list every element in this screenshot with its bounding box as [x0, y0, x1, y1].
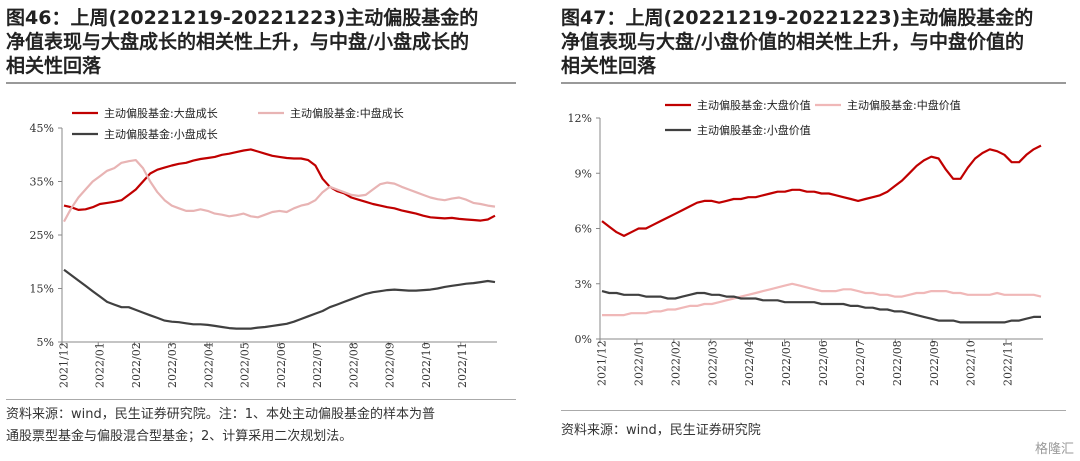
- source-note-right: 资料来源：wind，民生证券研究院: [561, 423, 761, 438]
- y-tick-label: 0%: [575, 333, 592, 346]
- legend-label: 主动偏股基金:大盘成长: [104, 106, 218, 120]
- x-tick-label: 2022/05: [239, 342, 252, 388]
- series-line: [63, 148, 496, 222]
- x-tick-label: 2022/01: [632, 340, 645, 386]
- y-tick-label: 12%: [568, 112, 592, 125]
- x-tick-label: 2022/07: [311, 342, 324, 388]
- x-tick-label: 2022/09: [384, 342, 397, 388]
- y-tick-label: 9%: [575, 167, 592, 180]
- x-tick-label: 2022/10: [420, 342, 433, 388]
- series-line: [602, 282, 1042, 317]
- x-tick-label: 2022/04: [202, 342, 215, 388]
- x-tick-label: 2022/08: [891, 340, 904, 386]
- title-divider-right: [561, 82, 1066, 84]
- y-tick-label: 5%: [37, 336, 54, 349]
- y-tick-label: 15%: [30, 283, 54, 296]
- source-note-left: 资料来源：wind，民生证券研究院。注：1、本处主动偏股基金的样本为普 通股票型…: [6, 407, 436, 444]
- y-tick-label: 25%: [30, 229, 54, 242]
- title-divider-left: [6, 82, 516, 84]
- legend-label: 主动偏股基金:小盘价值: [697, 123, 811, 137]
- series-line: [63, 159, 496, 223]
- y-tick-label: 45%: [30, 122, 54, 135]
- x-tick-label: 2022/06: [275, 342, 288, 388]
- chart-title-right: 图47：上周(20221219-20221223)主动偏股基金的 净值表现与大盘…: [561, 7, 1034, 77]
- x-tick-label: 2022/10: [965, 340, 978, 386]
- series-line: [601, 290, 1041, 324]
- x-tick-label: 2022/11: [456, 342, 469, 388]
- x-tick-label: 2022/02: [669, 340, 682, 386]
- line-chart-left: 45% 35% 25% 15% 5% 2021/12 2022/01 2022/02 2022/…: [30, 106, 497, 388]
- x-tick-label: 2022/04: [743, 340, 756, 386]
- series-line: [601, 144, 1042, 237]
- legend-label: 主动偏股基金:中盘价值: [847, 98, 961, 112]
- right-panel: 图47：上周(20221219-20221223)主动偏股基金的 净值表现与大盘…: [555, 0, 1080, 461]
- series-line: [63, 268, 496, 330]
- x-tick-label: 2022/02: [130, 342, 143, 388]
- y-tick-label: 35%: [30, 176, 54, 189]
- x-tick-label: 2022/06: [817, 340, 830, 386]
- x-tick-label: 2022/08: [347, 342, 360, 388]
- left-panel: 图46：上周(20221219-20221223)主动偏股基金的 净值表现与大盘…: [0, 0, 530, 461]
- watermark: 格隆汇: [1034, 442, 1074, 457]
- x-tick-label: 2022/05: [780, 340, 793, 386]
- y-tick-label: 3%: [575, 278, 592, 291]
- x-tick-label: 2022/11: [1002, 340, 1015, 386]
- x-tick-label: 2021/12: [596, 340, 609, 386]
- legend-label: 主动偏股基金:大盘价值: [697, 98, 811, 112]
- x-tick-label: 2021/12: [57, 342, 70, 388]
- x-tick-label: 2022/03: [166, 342, 179, 388]
- y-tick-label: 6%: [575, 223, 592, 236]
- x-tick-label: 2022/09: [928, 340, 941, 386]
- source-divider-left: [6, 399, 516, 400]
- x-tick-label: 2022/01: [94, 342, 107, 388]
- chart-title-left: 图46：上周(20221219-20221223)主动偏股基金的 净值表现与大盘…: [6, 7, 479, 77]
- x-tick-label: 2022/07: [854, 340, 867, 386]
- legend-label: 主动偏股基金:小盘成长: [104, 127, 218, 141]
- legend-label: 主动偏股基金:中盘成长: [290, 106, 404, 120]
- source-divider-right: [561, 410, 1066, 411]
- line-chart-right: 12% 9% 6% 3% 0% 2021/12 2022/01 2022/02 2022/03 2…: [568, 98, 1043, 386]
- x-tick-label: 2022/03: [706, 340, 719, 386]
